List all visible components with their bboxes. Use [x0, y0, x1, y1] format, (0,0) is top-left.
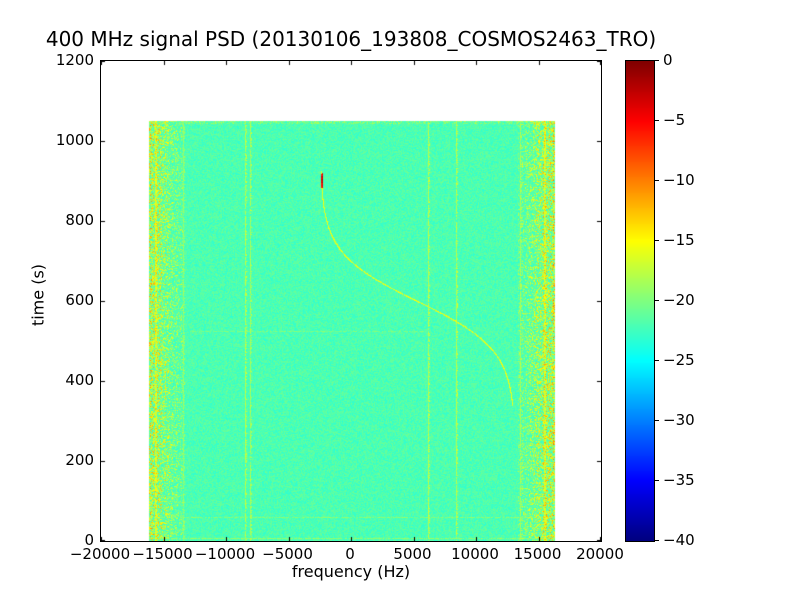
x-tick-label: 10000 [451, 545, 499, 563]
chart-title: 400 MHz signal PSD (20130106_193808_COSM… [45, 27, 657, 51]
y-axis-label: time (s) [28, 263, 48, 327]
y-tick-label: 600 [65, 291, 94, 309]
x-axis-label: frequency (Hz) [291, 562, 411, 581]
colorbar-tick [655, 119, 659, 121]
y-tick-label: 1000 [55, 131, 94, 149]
x-tick-label: 15000 [513, 545, 562, 563]
colorbar-tick [655, 419, 659, 421]
colorbar-tick [655, 359, 659, 361]
colorbar-tick [655, 179, 659, 181]
x-tick-label: 0 [345, 545, 355, 563]
spectrogram-heatmap [101, 61, 601, 541]
x-tick-label: −15000 [132, 545, 193, 563]
colorbar [625, 60, 655, 542]
y-tick-label: 1200 [55, 51, 94, 69]
colorbar-tick-label: −15 [663, 231, 695, 249]
colorbar-tick-label: −30 [663, 411, 695, 429]
colorbar-tick-label: −25 [663, 351, 695, 369]
colorbar-tick-label: 0 [663, 51, 673, 69]
colorbar-tick [655, 239, 659, 241]
plot-area [100, 60, 602, 542]
colorbar-tick [655, 479, 659, 481]
colorbar-tick-label: −5 [663, 111, 686, 129]
y-tick-label: 800 [65, 211, 94, 229]
colorbar-tick-label: −35 [663, 471, 695, 489]
colorbar-tick-label: −10 [663, 171, 695, 189]
x-tick-label: 20000 [576, 545, 624, 563]
x-tick-label: −10000 [194, 545, 256, 563]
y-tick-label: 200 [65, 451, 94, 469]
colorbar-tick-label: −20 [663, 291, 695, 309]
colorbar-gradient [626, 61, 654, 541]
colorbar-tick [655, 539, 659, 541]
colorbar-tick [655, 299, 659, 301]
x-tick-label: −5000 [262, 545, 313, 563]
y-tick-label: 0 [84, 531, 94, 549]
x-tick-label: −20000 [69, 545, 131, 563]
colorbar-tick [655, 59, 659, 61]
y-tick-label: 400 [65, 371, 94, 389]
colorbar-tick-label: −40 [663, 531, 695, 549]
x-tick-label: 5000 [393, 545, 432, 563]
